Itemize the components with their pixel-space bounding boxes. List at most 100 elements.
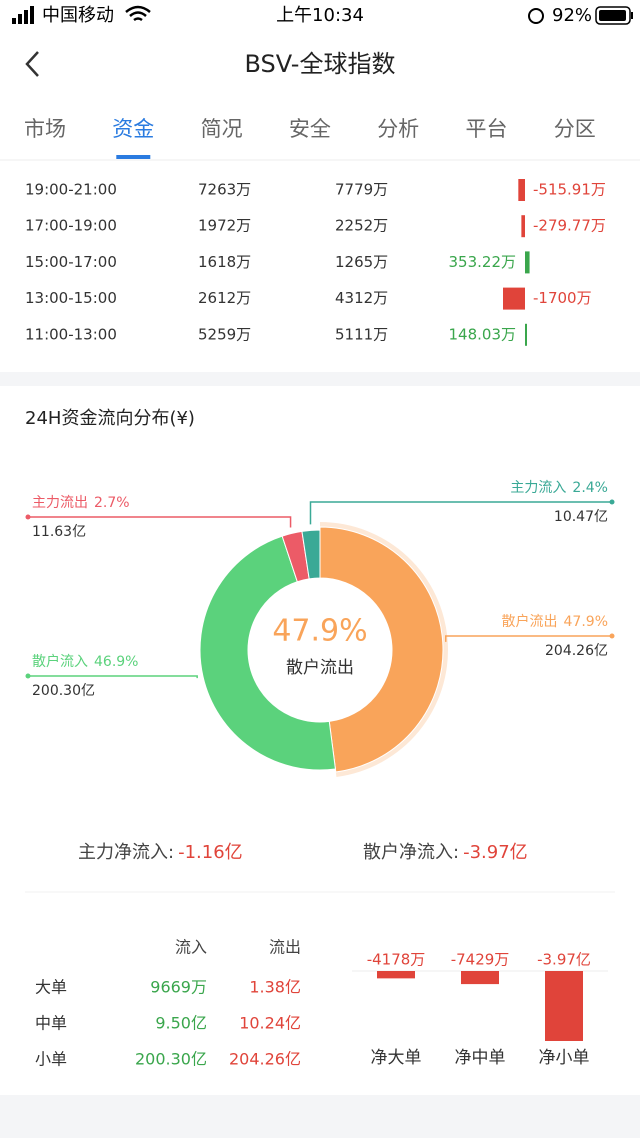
signal-icon: [12, 6, 34, 24]
net-bar: [525, 251, 530, 274]
net-bar: [503, 287, 525, 310]
time: 15:00-17:00: [25, 253, 117, 271]
tab[interactable]: 分析: [377, 117, 419, 141]
slice-name: 主力流入: [510, 480, 566, 496]
bar-label: -4178万: [367, 951, 426, 969]
battery-text: 92%: [552, 5, 592, 26]
outflow: 204.26亿: [229, 1050, 301, 1069]
bar: [545, 971, 583, 1041]
center-name: 散户流出: [286, 658, 354, 678]
slice-name: 散户流出: [502, 613, 558, 630]
inflow: 7263万: [198, 181, 251, 199]
net-label: -515.91万: [533, 181, 606, 199]
carrier: 中国移动: [42, 5, 114, 26]
section-gap: [0, 372, 640, 386]
outflow: 7779万: [335, 181, 388, 199]
net-bar: [525, 323, 527, 346]
tab[interactable]: 资金: [112, 117, 154, 141]
category-label: 净小单: [539, 1048, 590, 1068]
tab[interactable]: 分区: [554, 117, 596, 141]
category-label: 净中单: [455, 1048, 506, 1068]
bar-label: -7429万: [451, 951, 510, 969]
wifi-icon: [125, 5, 151, 22]
time: 17:00-19:00: [25, 217, 117, 235]
leader-dot: [25, 514, 31, 520]
leader-line: [444, 635, 612, 642]
inflow: 1972万: [198, 217, 251, 235]
inflow: 9669万: [150, 978, 207, 997]
tab-bar: 市场 资金 简况 安全 分析 平台 分区: [24, 117, 596, 159]
inflow: 200.30亿: [135, 1050, 207, 1069]
net-summary: 主力净流入: -1.16亿 散户净流入: -3.97亿: [78, 842, 528, 863]
net-label: -279.77万: [533, 217, 606, 235]
slice: [319, 526, 444, 773]
outflow: 1265万: [335, 253, 388, 271]
slice: [301, 529, 321, 580]
slice-label: 主力流出 2.7%: [32, 495, 130, 511]
leader-line: [309, 501, 612, 525]
lock-icon: [528, 8, 544, 24]
slice-label: 散户流入 46.9%: [32, 653, 138, 670]
outflow: 4312万: [335, 289, 388, 307]
section-title: 24H资金流向分布(¥): [25, 408, 195, 429]
outflow: 2252万: [335, 217, 388, 235]
net-label: -1700万: [533, 289, 592, 307]
time: 19:00-21:00: [25, 181, 117, 199]
slice-label: 散户流出 47.9%: [502, 613, 608, 630]
summary-label: 散户净流入:: [363, 842, 459, 863]
net-label: 353.22万: [449, 253, 517, 271]
battery-icon: [595, 6, 633, 25]
row-label: 中单: [35, 1014, 67, 1033]
inflow: 2612万: [198, 289, 251, 307]
slice-amount: 204.26亿: [545, 643, 608, 659]
tab[interactable]: 简况: [201, 117, 243, 141]
bar: [461, 971, 499, 985]
leader-dot: [609, 633, 615, 639]
tab-indicator: [116, 155, 151, 159]
back-button[interactable]: [25, 51, 39, 77]
bar: [377, 971, 415, 979]
outflow: 1.38亿: [249, 978, 301, 997]
net-bar: [521, 215, 525, 238]
leader-line: [28, 675, 198, 679]
slice-name: 主力流出: [32, 495, 88, 511]
row-label: 大单: [35, 978, 67, 997]
leader-dot: [25, 673, 31, 679]
slice-amount: 11.63亿: [32, 524, 86, 540]
slice-name: 散户流入: [32, 653, 88, 670]
leader-line: [28, 516, 292, 528]
column-header: 流出: [269, 938, 301, 957]
time: 13:00-15:00: [25, 289, 117, 307]
tab[interactable]: 平台: [466, 117, 508, 141]
net-bar: [518, 179, 525, 201]
time: 11:00-13:00: [25, 325, 117, 343]
summary-label: 主力净流入:: [78, 842, 174, 863]
summary-value: -1.16亿: [178, 842, 243, 863]
slice-percent: 46.9%: [94, 654, 138, 670]
bottom-gap: [0, 1095, 640, 1138]
leader-dot: [609, 499, 615, 505]
slice-percent: 47.9%: [564, 614, 608, 630]
tab[interactable]: 市场: [24, 117, 66, 141]
slice-label: 主力流入 2.4%: [510, 480, 608, 496]
inflow: 1618万: [198, 253, 251, 271]
slice-amount: 200.30亿: [32, 683, 95, 699]
column-header: 流入: [175, 938, 207, 957]
inflow: 5259万: [198, 325, 251, 343]
slice: [199, 535, 336, 771]
page-title: BSV-全球指数: [245, 50, 396, 78]
category-label: 净大单: [371, 1048, 422, 1068]
outflow: 5111万: [335, 325, 388, 343]
slice-percent: 2.4%: [572, 480, 608, 496]
row-label: 小单: [35, 1050, 67, 1069]
net-label: 148.03万: [449, 325, 517, 343]
hourly-table: 19:00-21:00 7263万 7779万 -515.91万 17:00-19:00…: [25, 179, 606, 346]
center-value: 47.9%: [272, 614, 367, 649]
tab[interactable]: 安全: [289, 117, 331, 141]
net-summary-item: 散户净流入: -3.97亿: [363, 842, 528, 863]
